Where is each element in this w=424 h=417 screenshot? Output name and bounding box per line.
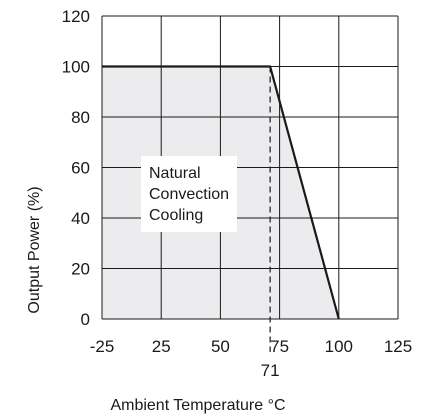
y-tick-label-5: 100 (62, 58, 90, 77)
region-label-line-2: Convection (149, 186, 229, 203)
x-tick-label-3: 75 (270, 337, 289, 356)
y-tick-label-4: 80 (71, 108, 90, 127)
y-tick-label-2: 40 (71, 209, 90, 228)
x-tick-label-4: 100 (325, 337, 353, 356)
annotation-layer: 71 (261, 66, 280, 380)
x-tick-label-2: 50 (211, 337, 230, 356)
x-tick-label-0: -25 (90, 337, 115, 356)
y-tick-label-1: 20 (71, 260, 90, 279)
x-tick-label-1: 25 (152, 337, 171, 356)
y-tick-label-3: 60 (71, 159, 90, 178)
region-label-box: Natural Convection Cooling (141, 156, 237, 232)
x-axis-title: Ambient Temperature °C (110, 397, 285, 414)
derating-curve (102, 65, 340, 320)
x-tick-label-5: 125 (384, 337, 412, 356)
region-label-line-3: Cooling (149, 207, 203, 224)
y-tick-label-0: 0 (81, 310, 90, 329)
tick-label-layer: -25 25 50 75 100 125 0 20 40 60 80 100 120 (62, 7, 413, 356)
y-tick-label-6: 120 (62, 7, 90, 26)
y-axis-title: Output Power (%) (26, 186, 43, 313)
region-label-line-1: Natural (149, 165, 201, 182)
knee-label: 71 (261, 361, 280, 380)
line-layer (102, 65, 340, 320)
